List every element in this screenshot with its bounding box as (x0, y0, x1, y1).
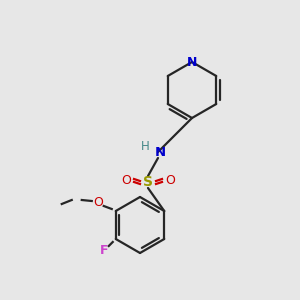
Text: F: F (100, 244, 108, 257)
Text: O: O (121, 173, 131, 187)
Text: H: H (141, 140, 149, 154)
Text: O: O (93, 196, 103, 209)
Text: N: N (187, 56, 197, 68)
Text: N: N (154, 146, 166, 158)
Text: O: O (165, 173, 175, 187)
Text: S: S (143, 175, 153, 189)
